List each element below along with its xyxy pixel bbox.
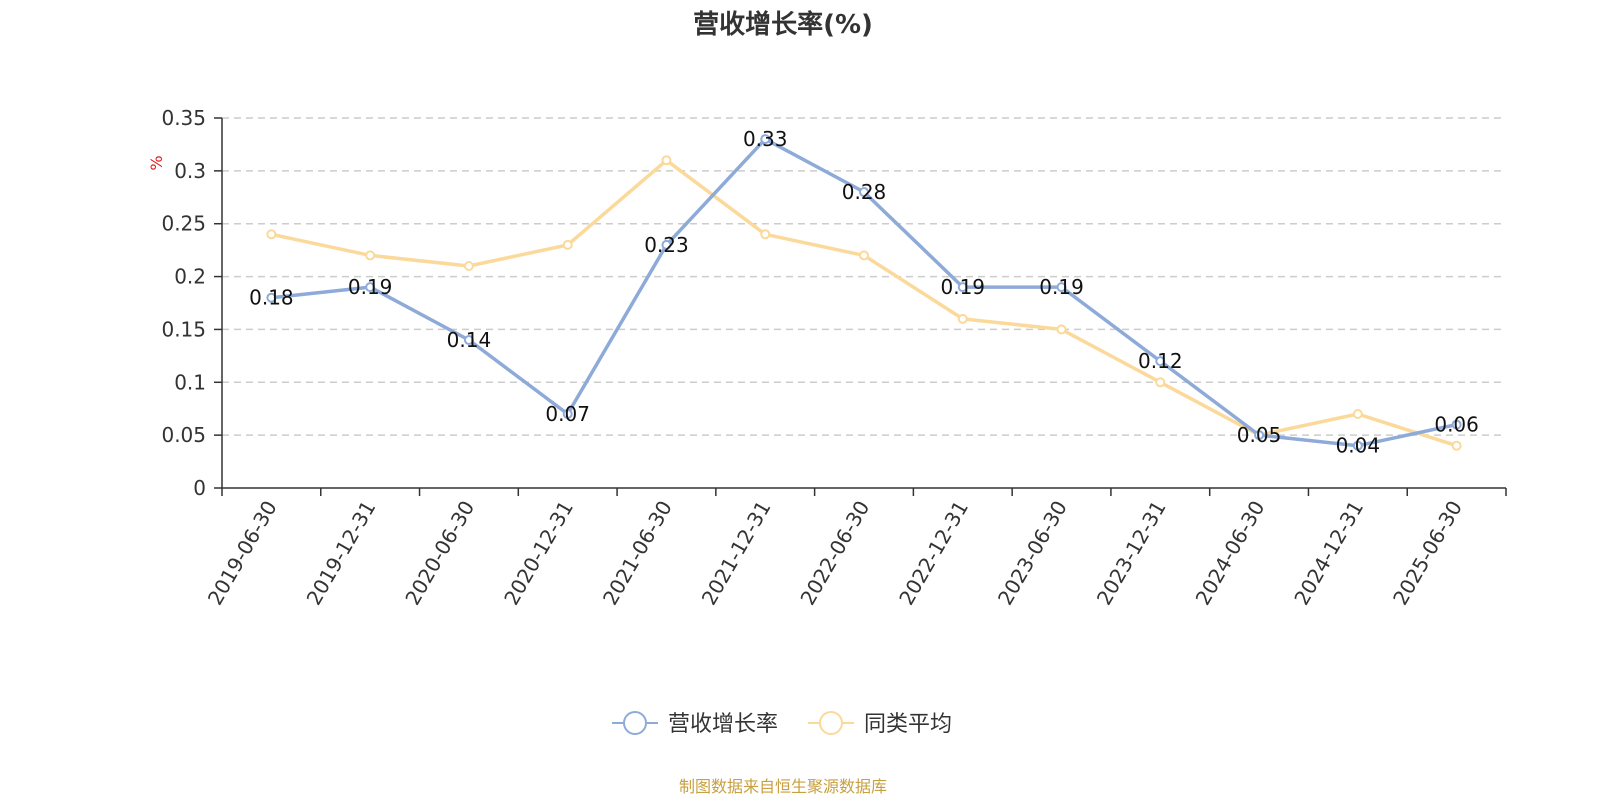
data-label: 0.28 (842, 180, 887, 204)
data-label: 0.19 (1039, 275, 1084, 299)
data-point-0 (760, 134, 771, 145)
x-tick-label: 2020-12-31 (499, 497, 578, 610)
y-tick-label: 0 (193, 476, 206, 500)
data-label: 0.07 (545, 402, 590, 426)
data-point-0 (859, 187, 869, 197)
data-label: 0.04 (1336, 434, 1381, 458)
data-point-0 (1155, 356, 1166, 367)
data-point-1 (957, 313, 968, 324)
data-point-0 (1254, 430, 1265, 441)
data-point-0 (957, 282, 968, 293)
data-point-1 (661, 155, 672, 166)
y-tick-label: 0.05 (161, 423, 206, 447)
x-tick-label: 2020-06-30 (400, 497, 479, 610)
y-tick-label: 0.15 (161, 317, 206, 341)
legend-marker-0 (623, 711, 647, 735)
y-axis-unit: % (147, 155, 166, 170)
data-label: 0.18 (249, 286, 294, 310)
y-tick-label: 0.35 (161, 106, 206, 130)
data-point-1 (859, 250, 869, 261)
data-point-0 (562, 409, 573, 419)
x-tick-label: 2025-06-30 (1388, 497, 1467, 610)
y-tick-label: 0.3 (174, 159, 206, 183)
x-tick-label: 2019-12-31 (302, 497, 381, 610)
data-label: 0.06 (1434, 413, 1479, 437)
data-label: 0.19 (348, 275, 393, 299)
chart-title: 营收增长率(%) (693, 9, 873, 40)
x-tick-label: 2023-12-31 (1092, 497, 1171, 610)
legend-label-1: 同类平均 (864, 712, 952, 737)
legend-marker-1 (819, 711, 843, 735)
legend[interactable]: 营收增长率 同类平均 (612, 711, 952, 737)
data-label: 0.14 (447, 328, 492, 352)
data-label: 0.05 (1237, 423, 1282, 447)
legend-label-0: 营收增长率 (668, 712, 778, 737)
data-point-0 (463, 335, 474, 345)
data-point-1 (760, 229, 771, 240)
data-point-0 (661, 239, 672, 250)
data-point-0 (1056, 282, 1067, 293)
series-layer (266, 134, 1462, 451)
data-labels: 0.18 0.19 0.14 0.07 0.23 0.33 0.28 0.19 0.19 0.12… (249, 127, 1479, 458)
axes: 0 0.05 0.1 0.15 0.2 0.25 0.3 0.35 2019-06-30 2019… (161, 106, 1507, 610)
data-point-0 (266, 292, 277, 303)
data-point-0 (1451, 419, 1462, 430)
x-tick-label: 2023-06-30 (993, 497, 1072, 610)
x-tick-label: 2021-06-30 (598, 497, 677, 610)
y-tick-label: 0.25 (161, 212, 206, 236)
x-tick-label: 2024-12-31 (1289, 497, 1368, 610)
data-point-1 (1451, 440, 1462, 451)
data-label: 0.19 (941, 275, 986, 299)
x-tick-label: 2021-12-31 (697, 497, 776, 610)
x-tick-label: 2022-12-31 (894, 497, 973, 610)
data-point-1 (1056, 324, 1067, 335)
data-point-1 (562, 239, 573, 250)
data-label: 0.33 (743, 127, 788, 151)
data-point-0 (1352, 440, 1363, 451)
data-label: 0.12 (1138, 349, 1183, 373)
grid-lines (222, 117, 1506, 436)
data-point-1 (365, 250, 376, 261)
data-source-note: 制图数据来自恒生聚源数据库 (679, 777, 887, 796)
data-point-0 (365, 282, 376, 293)
x-tick-label: 2024-06-30 (1191, 497, 1270, 610)
y-tick-label: 0.1 (174, 370, 206, 394)
y-tick-label: 0.2 (174, 265, 206, 289)
x-tick-label: 2022-06-30 (795, 497, 874, 610)
data-point-1 (1352, 409, 1363, 419)
data-point-1 (266, 229, 277, 240)
x-tick-label: 2019-06-30 (203, 497, 282, 610)
data-point-1 (1155, 377, 1166, 388)
data-point-1 (463, 261, 474, 271)
data-label: 0.23 (644, 233, 689, 257)
